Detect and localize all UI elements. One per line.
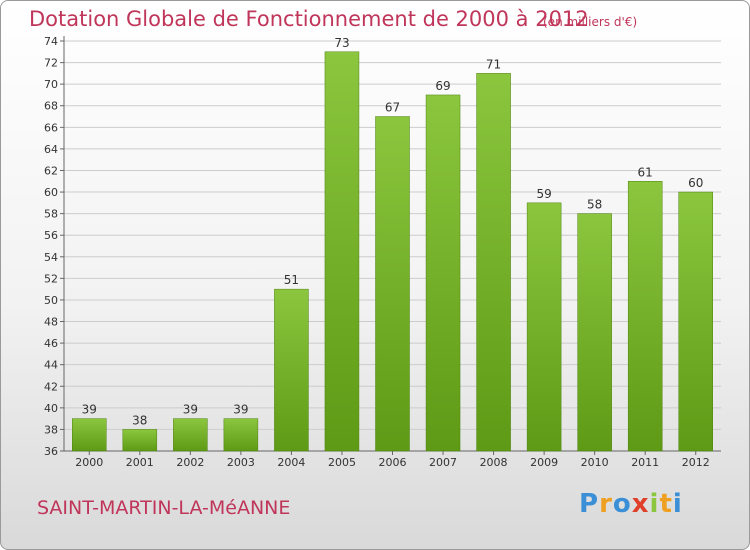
bar-2009 [526, 202, 562, 452]
y-tick-label: 42 [44, 380, 58, 393]
x-tick-label-2003: 2003 [227, 456, 255, 469]
x-tick-label-2001: 2001 [126, 456, 154, 469]
y-tick-label: 38 [44, 423, 58, 436]
bar-2012 [678, 191, 713, 452]
x-tick-label-2004: 2004 [277, 456, 305, 469]
data-label-2000: 39 [82, 403, 97, 417]
bar-2008 [476, 73, 511, 452]
data-label-2012: 60 [688, 176, 703, 190]
x-tick-label-2000: 2000 [75, 456, 103, 469]
y-tick-label: 36 [44, 445, 58, 458]
y-tick-label: 50 [44, 294, 58, 307]
y-tick-label: 70 [44, 78, 58, 91]
x-tick-label-2007: 2007 [429, 456, 457, 469]
bar-2002 [173, 418, 208, 452]
bar-2004 [274, 288, 309, 452]
bar-2011 [627, 181, 663, 452]
chart-subtitle: (en milliers d'€) [543, 15, 638, 29]
y-tick-label: 40 [44, 402, 58, 415]
x-tick-label-2002: 2002 [176, 456, 204, 469]
y-tick-label: 68 [44, 100, 58, 113]
y-tick-label: 52 [44, 272, 58, 285]
commune-name: SAINT-MARTIN-LA-MéANNE [37, 497, 291, 519]
y-tick-label: 66 [44, 121, 58, 134]
y-tick-label: 62 [44, 164, 58, 177]
data-label-2003: 39 [233, 403, 248, 417]
x-tick-label-2012: 2012 [682, 456, 710, 469]
y-tick-label: 44 [44, 359, 58, 372]
bar-2005 [324, 51, 360, 452]
labels: 36 38 40 42 44 46 48 50 52 54 56 58 60 62 64 66 68 70 72 74… [44, 35, 710, 469]
y-tick-label: 54 [44, 251, 58, 264]
data-label-2004: 51 [284, 273, 299, 287]
x-tick-label-2005: 2005 [328, 456, 356, 469]
y-tick-label: 72 [44, 57, 58, 70]
proxiti-logo: Proxiti [579, 489, 683, 519]
x-tick-label-2011: 2011 [631, 456, 659, 469]
y-tick-label: 48 [44, 316, 58, 329]
y-tick-label: 56 [44, 229, 58, 242]
data-label-2007: 69 [435, 79, 450, 93]
data-label-2002: 39 [183, 403, 198, 417]
y-tick-label: 74 [44, 35, 58, 48]
bars [72, 51, 713, 452]
bar-2000 [72, 418, 107, 452]
bar-2007 [425, 94, 461, 452]
chart-title: Dotation Globale de Fonctionnement de 20… [29, 7, 589, 31]
bar-2003 [223, 418, 259, 452]
data-label-2010: 58 [587, 198, 602, 212]
bar-2001 [122, 429, 158, 452]
data-label-2009: 59 [536, 187, 551, 201]
bar-chart: 36 38 40 42 44 46 48 50 52 54 56 58 60 62 64 66 68 70 72 74… [44, 35, 721, 469]
x-tick-label-2008: 2008 [480, 456, 508, 469]
y-tick-label: 64 [44, 143, 58, 156]
data-label-2001: 38 [132, 413, 147, 427]
data-label-2011: 61 [638, 165, 653, 179]
x-tick-label-2009: 2009 [530, 456, 558, 469]
y-tick-label: 60 [44, 186, 58, 199]
data-label-2005: 73 [334, 36, 349, 50]
y-tick-label: 46 [44, 337, 58, 350]
y-tick-label: 58 [44, 208, 58, 221]
bar-2006 [375, 116, 410, 452]
x-tick-label-2010: 2010 [581, 456, 609, 469]
x-tick-label-2006: 2006 [379, 456, 407, 469]
data-label-2006: 67 [385, 101, 400, 115]
data-label-2008: 71 [486, 57, 501, 71]
bar-2010 [577, 213, 612, 452]
